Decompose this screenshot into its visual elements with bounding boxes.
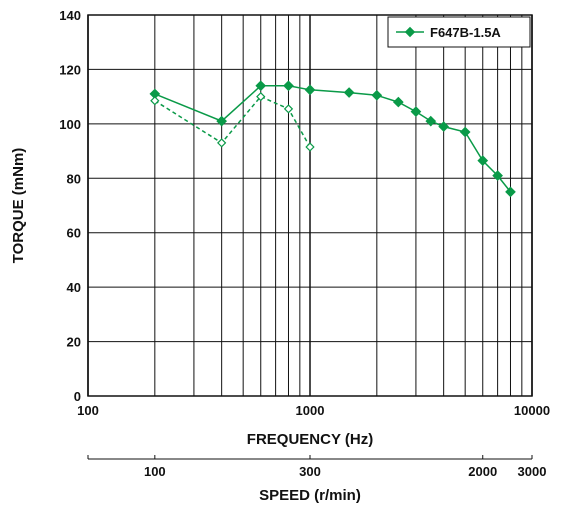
data-point-open-diamond	[150, 96, 160, 106]
speed-tick-label: 3000	[518, 464, 547, 479]
legend-label: F647B-1.5A	[430, 25, 501, 40]
speed-tick-label: 2000	[468, 464, 497, 479]
speed-axis-title: SPEED (r/min)	[259, 487, 361, 504]
x-axis-title: FREQUENCY (Hz)	[247, 431, 373, 448]
y-tick-label: 20	[67, 335, 81, 350]
data-point-filled-diamond	[283, 80, 294, 92]
plot-frame	[87, 14, 533, 397]
y-tick-label: 80	[67, 171, 81, 186]
data-point-filled-diamond	[425, 115, 437, 127]
legend: F647B-1.5A	[387, 16, 531, 48]
data-point-open-diamond	[217, 138, 227, 148]
speed-tick-label: 300	[299, 464, 321, 479]
data-point-filled-diamond	[492, 170, 503, 181]
y-tick-label: 0	[74, 389, 81, 404]
data-point-open-diamond	[283, 104, 294, 114]
data-point-filled-diamond	[304, 84, 316, 96]
y-tick-label: 100	[59, 117, 81, 132]
y-tick-label: 120	[59, 62, 81, 77]
speed-tick-label: 100	[144, 464, 166, 479]
data-point-filled-diamond	[438, 121, 450, 132]
x-tick-label: 1000	[296, 403, 325, 418]
data-point-filled-diamond	[459, 126, 471, 138]
data-point-open-diamond	[256, 91, 266, 102]
grid	[87, 15, 533, 396]
y-axis-title: TORQUE (mNm)	[10, 148, 27, 264]
data-point-open-diamond	[305, 142, 315, 152]
data-point-filled-diamond	[392, 96, 404, 108]
data-point-filled-diamond	[410, 106, 422, 117]
series-layer	[149, 80, 516, 198]
solid-series-line	[154, 85, 512, 193]
x-tick-label: 10000	[514, 403, 550, 418]
data-point-filled-diamond	[255, 80, 267, 92]
legend-diamond-marker	[404, 26, 416, 38]
dashed-series-line	[154, 95, 311, 148]
data-point-filled-diamond	[216, 115, 228, 127]
y-tick-label: 140	[59, 8, 81, 23]
data-point-filled-diamond	[477, 155, 489, 166]
data-point-filled-diamond	[505, 186, 516, 198]
data-point-filled-diamond	[343, 87, 355, 98]
data-point-filled-diamond	[371, 89, 383, 101]
tick-labels: 0 20 40 60 80 100 120 140 100 1000 10000	[59, 8, 550, 418]
y-tick-label: 60	[67, 226, 81, 241]
y-tick-label: 40	[67, 280, 81, 295]
x-tick-label: 100	[77, 403, 99, 418]
speed-axis-ticks: 100 300 2000 3000	[87, 455, 547, 479]
